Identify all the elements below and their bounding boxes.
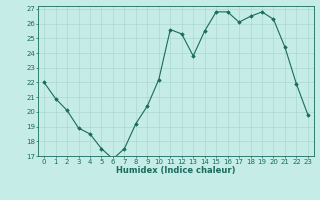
X-axis label: Humidex (Indice chaleur): Humidex (Indice chaleur) bbox=[116, 166, 236, 175]
